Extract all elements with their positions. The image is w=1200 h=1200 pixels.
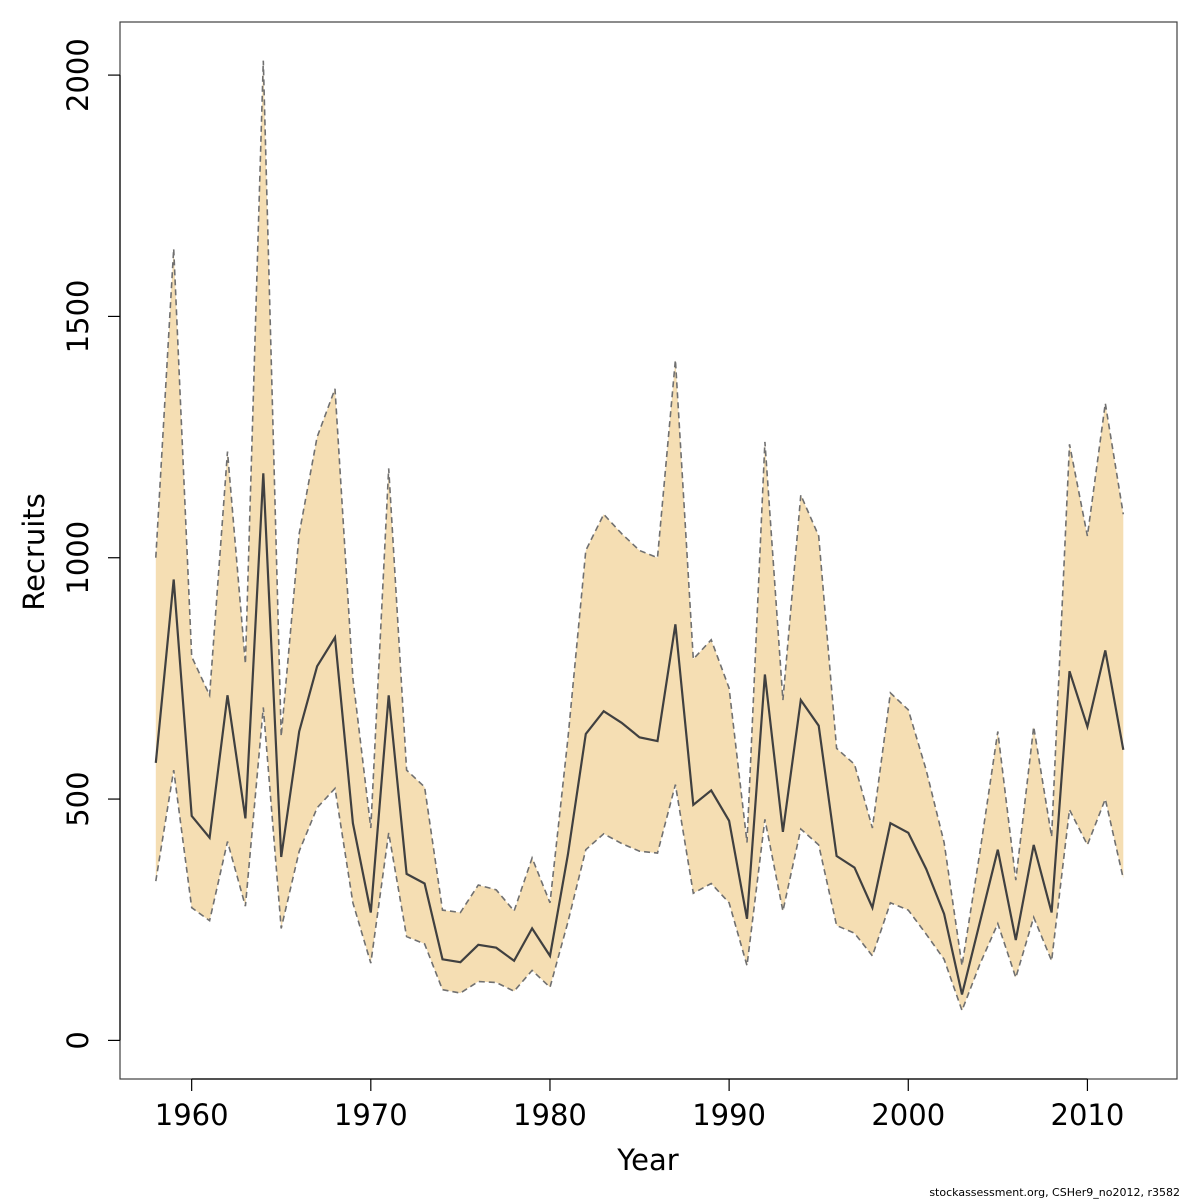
y-tick-label: 0 [61, 1031, 95, 1049]
x-axis-title: Year [616, 1143, 678, 1177]
x-axis: 1960 1970 1980 1990 2000 2010 [155, 1078, 1125, 1132]
y-tick-label: 500 [61, 771, 95, 826]
y-tick-label: 1000 [61, 521, 95, 595]
y-axis-title: Recruits [17, 493, 51, 610]
lower-bound-line [155, 707, 1125, 1013]
x-tick-label: 1960 [155, 1098, 229, 1132]
x-tick-label: 1990 [692, 1098, 766, 1132]
y-axis: 0 500 1000 1500 2000 [61, 38, 121, 1050]
x-tick-label: 1970 [334, 1098, 408, 1132]
source-credit: stockassessment.org, CSHer9_no2012, r358… [929, 1186, 1180, 1199]
median-recruits-line [154, 473, 1125, 995]
y-tick-label: 1500 [61, 279, 95, 353]
x-tick-label: 1980 [513, 1098, 587, 1132]
y-tick-label: 2000 [61, 38, 95, 112]
x-tick-label: 2000 [871, 1098, 945, 1132]
x-tick-label: 2010 [1051, 1098, 1125, 1132]
confidence-band [155, 60, 1124, 1011]
